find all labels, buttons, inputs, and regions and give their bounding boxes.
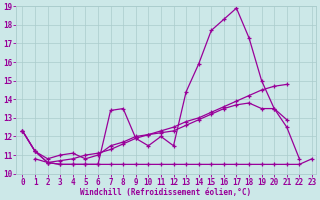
X-axis label: Windchill (Refroidissement éolien,°C): Windchill (Refroidissement éolien,°C) [80,188,252,197]
